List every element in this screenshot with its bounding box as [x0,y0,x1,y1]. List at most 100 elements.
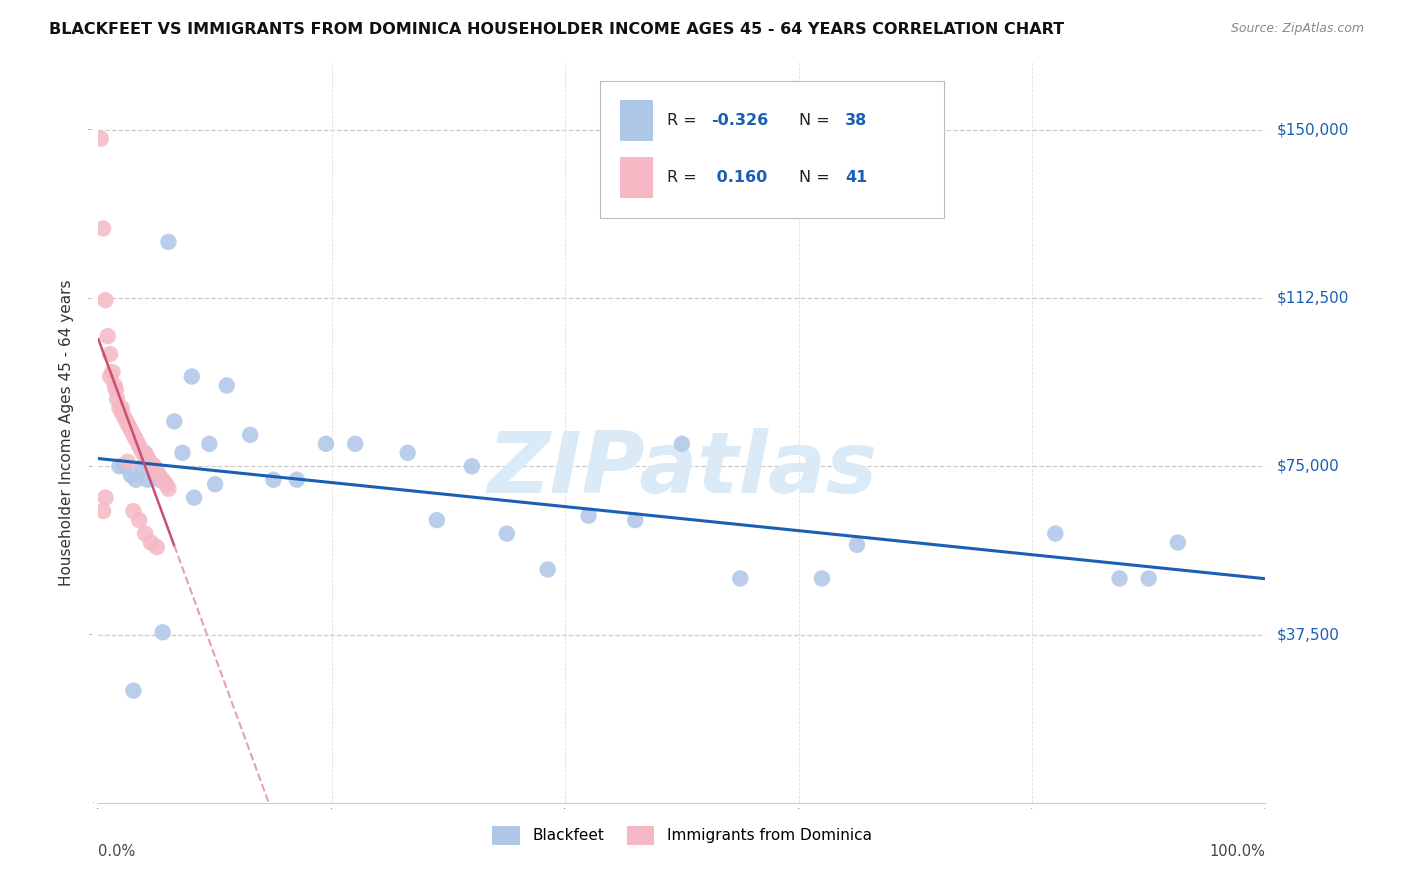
Point [578,508,600,523]
Point [134,448,156,462]
Point [148,468,170,483]
Text: $37,500: $37,500 [1277,627,1340,642]
Point [163,414,186,428]
Point [143,459,166,474]
FancyBboxPatch shape [600,81,945,218]
Point [127,437,149,451]
Point [239,428,262,442]
FancyBboxPatch shape [620,157,652,197]
Point [122,504,145,518]
Point [139,535,162,549]
Point [344,437,367,451]
Point [1108,571,1130,585]
Point [183,491,205,505]
Point [108,401,131,415]
Point [94,491,117,505]
Text: N =: N = [799,169,835,185]
Point [125,433,148,447]
Point [537,562,560,576]
Point [461,459,484,474]
Point [118,418,141,433]
Point [105,392,128,406]
Text: $112,500: $112,500 [1277,291,1348,305]
Text: ZIPatlas: ZIPatlas [486,428,877,511]
Point [129,442,152,456]
Text: $75,000: $75,000 [1277,458,1340,474]
Point [120,423,142,437]
Point [262,473,284,487]
Point [141,457,163,471]
Text: 100.0%: 100.0% [1209,844,1265,858]
Point [108,459,131,474]
Point [1045,526,1067,541]
Text: R =: R = [666,169,702,185]
Text: $150,000: $150,000 [1277,122,1348,137]
Point [155,477,177,491]
Point [97,329,120,343]
Point [98,347,121,361]
Point [198,437,221,451]
Point [157,235,180,249]
Text: Source: ZipAtlas.com: Source: ZipAtlas.com [1230,22,1364,36]
Point [730,571,752,585]
FancyBboxPatch shape [620,100,652,141]
Point [104,383,127,397]
Point [172,446,194,460]
Point [112,459,135,474]
Text: BLACKFEET VS IMMIGRANTS FROM DOMINICA HOUSEHOLDER INCOME AGES 45 - 64 YEARS CORR: BLACKFEET VS IMMIGRANTS FROM DOMINICA HO… [49,22,1064,37]
Point [1137,571,1160,585]
Point [152,625,174,640]
Text: -0.326: -0.326 [711,112,768,128]
Text: 0.0%: 0.0% [98,844,135,858]
Point [101,365,124,379]
Point [157,482,180,496]
Point [1167,535,1189,549]
Point [136,473,159,487]
Point [91,504,114,518]
Point [811,571,834,585]
Point [117,455,139,469]
Point [120,468,142,483]
Point [91,221,114,235]
Point [143,468,166,483]
Point [136,450,159,465]
Point [122,683,145,698]
Point [94,293,117,308]
Point [134,526,156,541]
Point [315,437,337,451]
Point [671,437,693,451]
Text: 38: 38 [845,112,868,128]
Point [396,446,419,460]
Point [112,409,135,424]
Point [426,513,449,527]
Point [122,428,145,442]
Point [134,446,156,460]
Point [146,464,169,478]
Point [104,378,127,392]
Y-axis label: Householder Income Ages 45 - 64 years: Householder Income Ages 45 - 64 years [59,279,75,586]
Point [132,446,155,460]
Point [125,473,148,487]
Point [624,513,647,527]
Point [148,473,170,487]
Point [111,401,134,415]
Point [285,473,308,487]
Text: R =: R = [666,112,702,128]
Point [111,405,134,419]
Point [139,455,162,469]
Point [115,414,138,428]
Point [90,132,112,146]
Point [496,526,519,541]
Point [152,473,174,487]
Text: 41: 41 [845,169,868,185]
Point [98,369,121,384]
Text: N =: N = [799,112,835,128]
Point [132,459,155,474]
Text: 0.160: 0.160 [711,169,768,185]
Point [128,513,150,527]
Point [204,477,226,491]
Point [180,369,202,384]
Point [846,538,869,552]
Point [146,540,169,554]
Legend: Blackfeet, Immigrants from Dominica: Blackfeet, Immigrants from Dominica [486,820,877,851]
